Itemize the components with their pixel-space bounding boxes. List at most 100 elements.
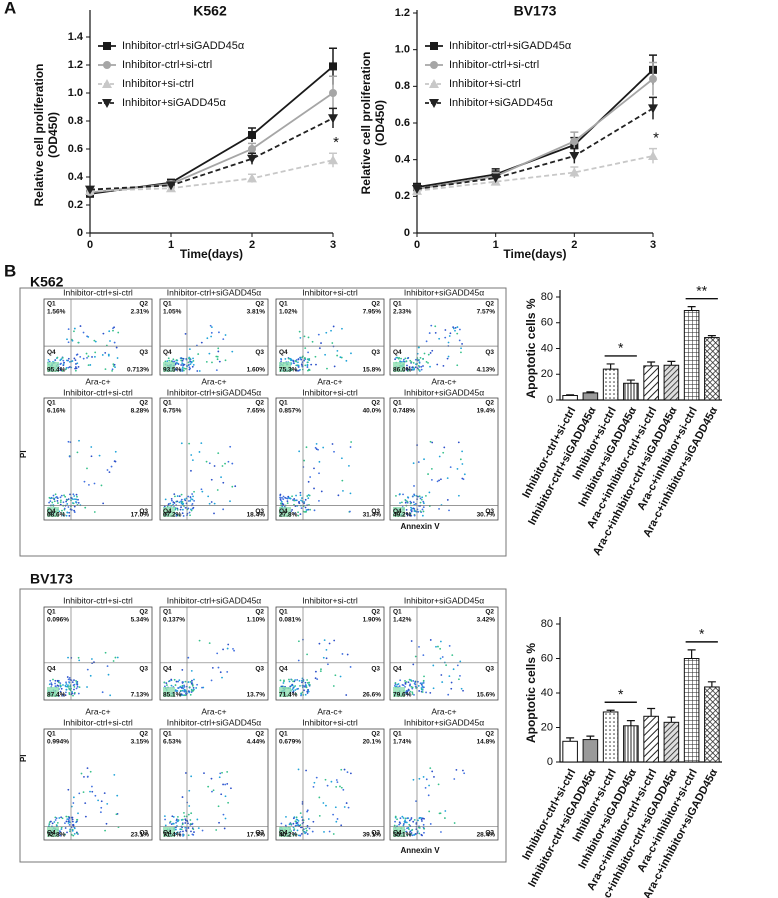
event-dot — [61, 817, 64, 820]
event-dot — [280, 500, 283, 503]
plot-frame — [389, 298, 499, 376]
bar — [582, 739, 599, 763]
event-dot — [308, 368, 311, 371]
event-dot — [315, 442, 318, 445]
event-dot — [182, 515, 185, 517]
event-dot — [54, 682, 56, 685]
event-dot — [299, 491, 302, 494]
event-dot — [210, 777, 213, 780]
quadrant-percent: 40.2% — [279, 832, 298, 839]
event-dot — [434, 325, 437, 328]
event-dot — [320, 342, 322, 344]
event-dot — [210, 478, 213, 481]
event-dot — [187, 690, 190, 693]
plot-title: Inhibitor+siGADD45α — [404, 717, 484, 727]
quadrant-label: Q4 — [47, 349, 56, 356]
event-dot — [62, 684, 64, 686]
event-dot — [47, 358, 50, 361]
event-dot — [441, 681, 444, 683]
event-dot — [75, 682, 78, 684]
event-dot — [427, 353, 430, 356]
event-dot — [73, 827, 76, 830]
plot-title: Inhibitor+si-ctrl — [302, 287, 358, 297]
event-dot — [85, 352, 88, 355]
event-dot — [100, 800, 103, 803]
event-dot — [231, 485, 234, 488]
event-dot — [431, 349, 434, 352]
event-dot — [331, 342, 334, 344]
plot-title: Ara-c+ — [85, 376, 110, 386]
event-dot — [64, 822, 66, 825]
event-dot — [73, 679, 75, 682]
quadrant-percent: 1.10% — [247, 617, 266, 624]
event-dot — [59, 501, 62, 504]
event-dot — [187, 827, 190, 829]
event-dot — [115, 813, 118, 816]
event-dot — [190, 689, 193, 691]
event-dot — [455, 768, 458, 771]
event-dot — [190, 508, 192, 511]
event-dot — [421, 496, 424, 499]
event-dot — [78, 686, 81, 689]
quadrant-percent: 0.096% — [47, 617, 69, 624]
event-dot — [422, 776, 425, 778]
event-dot — [409, 512, 412, 515]
event-dot — [349, 446, 352, 448]
series-line — [416, 155, 654, 192]
legend-label: Inhibitor+si-ctrl — [449, 78, 521, 90]
event-dot — [420, 687, 423, 689]
event-dot — [438, 479, 440, 482]
bar — [663, 721, 680, 763]
event-dot — [411, 686, 414, 689]
event-dot — [419, 356, 422, 359]
event-dot — [50, 682, 53, 685]
event-dot — [163, 681, 166, 684]
event-dot — [410, 509, 413, 512]
event-dot — [295, 818, 298, 821]
event-dot — [419, 497, 422, 500]
marker — [430, 61, 438, 69]
annotation: * — [333, 134, 339, 151]
event-dot — [308, 827, 311, 830]
event-dot — [170, 678, 173, 681]
bar — [562, 394, 578, 401]
event-dot — [64, 694, 67, 697]
event-dot — [422, 679, 425, 682]
event-dot — [190, 498, 192, 500]
quadrant-label: Q2 — [139, 609, 148, 616]
event-dot — [427, 473, 429, 475]
plot-title: Inhibitor-ctrl+si-ctrl — [63, 595, 133, 605]
event-dot — [172, 503, 175, 506]
event-dot — [234, 485, 237, 488]
event-dot — [53, 500, 56, 503]
event-dot — [75, 680, 77, 682]
event-dot — [332, 325, 335, 328]
y-axis-label: Relative cell proliferation — [32, 64, 46, 207]
y-tick-label: 1.4 — [68, 31, 84, 43]
event-dot — [73, 691, 76, 694]
event-dot — [335, 779, 338, 781]
event-dot — [413, 694, 415, 696]
chart-title: K562 — [193, 3, 227, 19]
event-dot — [75, 363, 77, 365]
event-dot — [189, 499, 192, 502]
event-dot — [71, 820, 74, 823]
event-dot — [459, 674, 461, 677]
event-dot — [178, 501, 181, 504]
event-dot — [74, 366, 77, 368]
marker — [247, 173, 257, 183]
event-dot — [286, 502, 289, 505]
marker — [429, 99, 439, 108]
event-dot — [188, 691, 191, 694]
event-dot — [213, 502, 216, 505]
quadrant-label: Q1 — [163, 301, 172, 308]
plot-frame — [275, 397, 385, 521]
quadrant-percent: 2.31% — [131, 309, 150, 316]
event-dot — [423, 831, 425, 834]
density-core — [279, 687, 291, 697]
event-dot — [417, 346, 420, 349]
event-dot — [304, 364, 307, 367]
event-dot — [176, 815, 179, 818]
event-dot — [181, 512, 184, 515]
event-dot — [60, 826, 63, 829]
